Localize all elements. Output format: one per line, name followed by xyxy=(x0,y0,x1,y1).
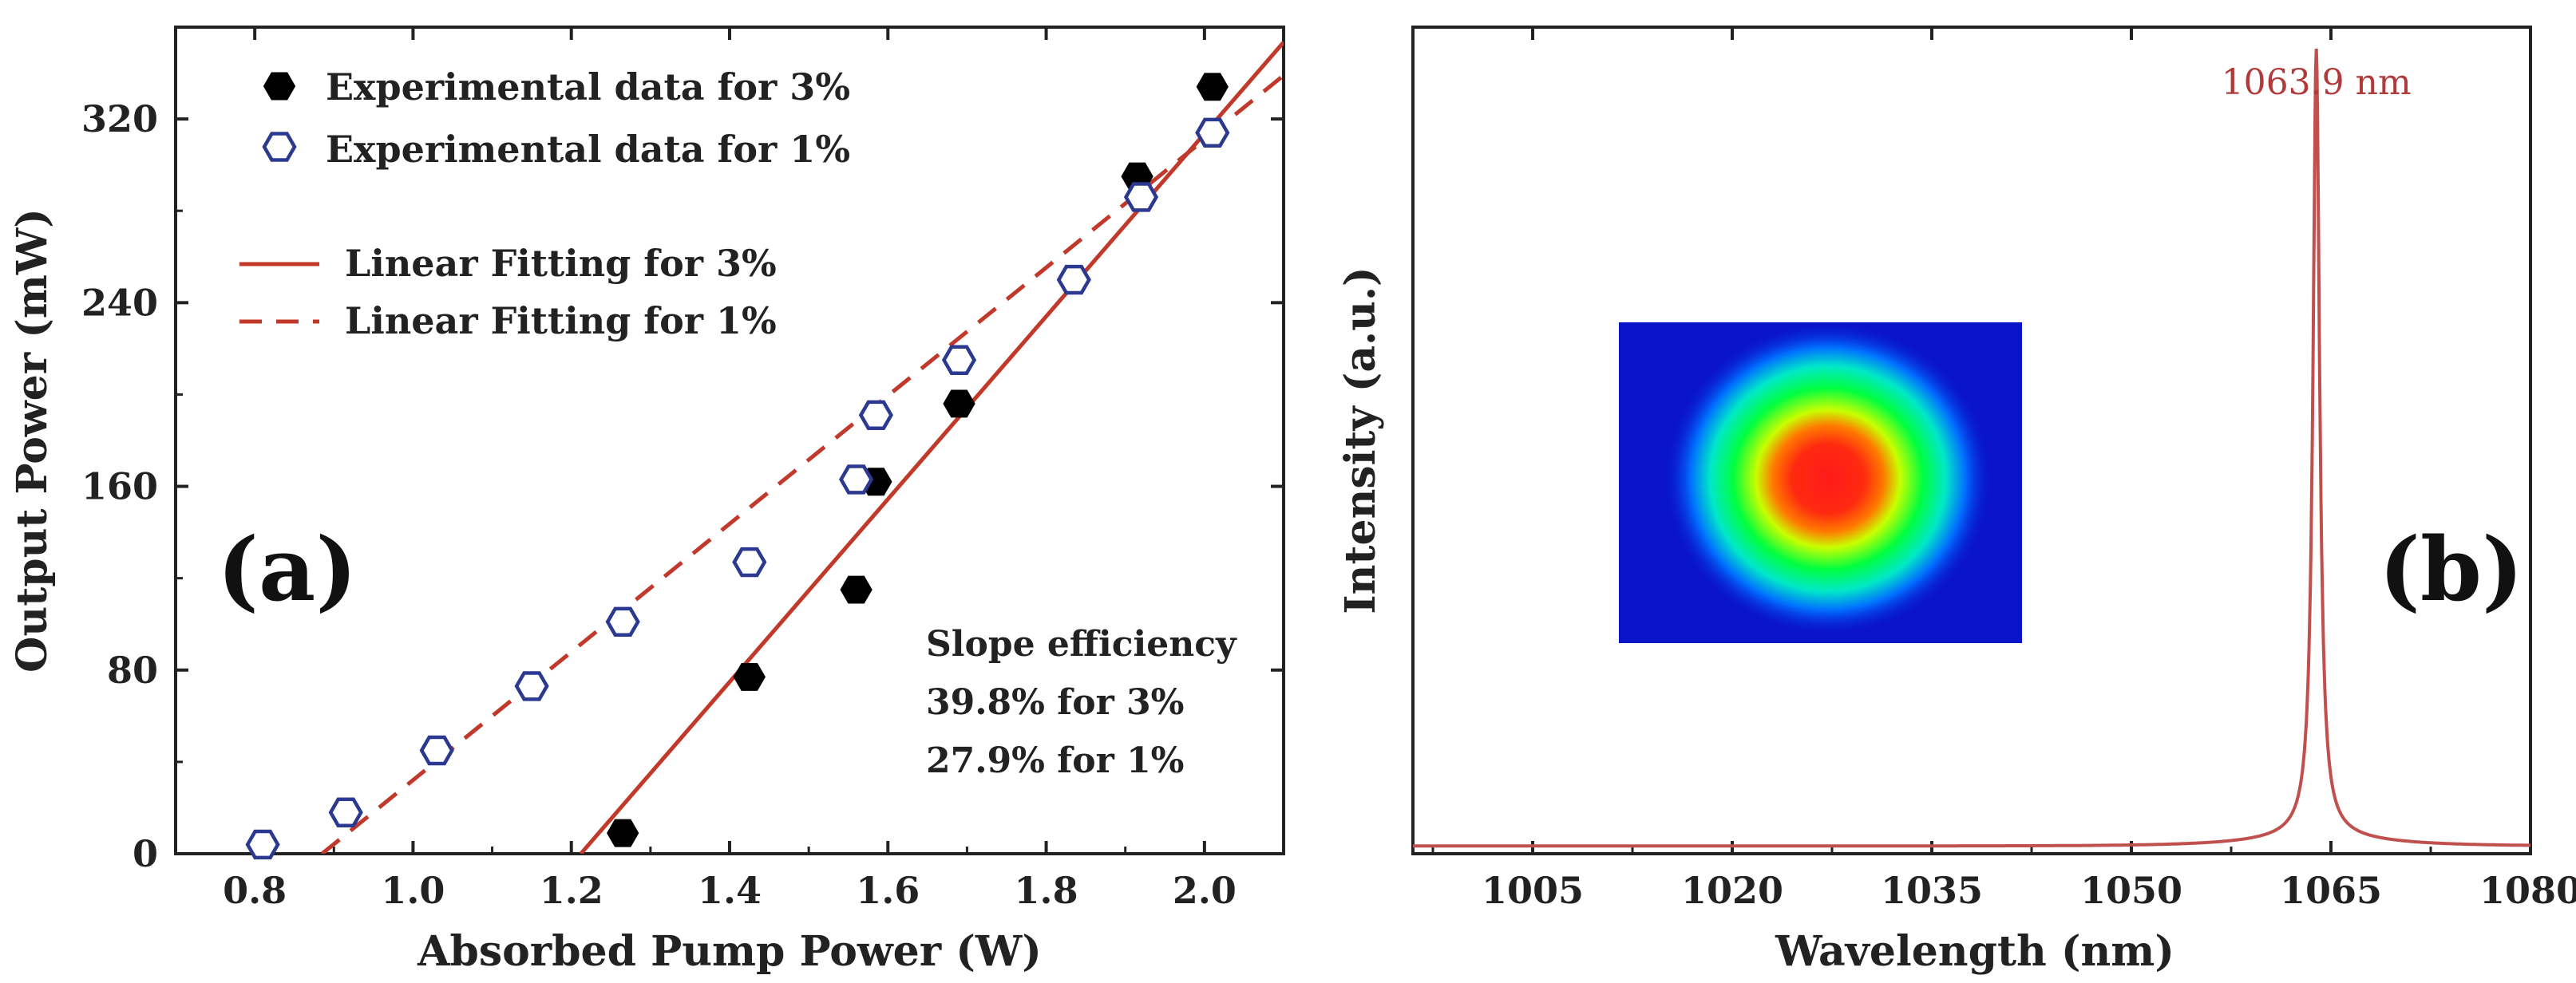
data-point-exp3 xyxy=(943,389,975,418)
data-point-exp1 xyxy=(1056,264,1091,295)
data-point-exp3 xyxy=(840,575,873,604)
y-tick-label: 240 xyxy=(81,281,158,324)
panel-a-data-points xyxy=(245,73,1230,860)
legend-marker-exp3 xyxy=(263,72,296,101)
annotation-line-1pct: 27.9% for 1% xyxy=(926,740,1185,781)
x-tick-label: 1.8 xyxy=(1015,869,1078,912)
spectrum-line xyxy=(1413,49,2530,848)
panel-b-label: (b) xyxy=(2379,518,2523,621)
x-tick-label: 1.2 xyxy=(540,869,603,912)
data-point-exp3 xyxy=(733,663,766,691)
x-tick-label: 1.4 xyxy=(698,869,762,912)
panel-a: 0.8 1.0 1.2 1.4 1.6 1.8 2.0 0 80 160 240 320 Experi… xyxy=(8,26,1285,976)
legend-exp1-label: Experimental data for 1% xyxy=(326,128,850,171)
fit-line-3pct xyxy=(579,41,1284,854)
x-tick-label: 1.6 xyxy=(856,869,920,912)
beam-profile-spot xyxy=(1664,322,1992,635)
panel-b-plot-frame xyxy=(1411,26,2532,855)
legend-fit3-label: Linear Fitting for 3% xyxy=(345,242,777,285)
data-point-exp1 xyxy=(605,606,640,638)
y-tick-label: 80 xyxy=(107,649,158,692)
legend-marker-exp1 xyxy=(262,132,297,162)
panel-a-ticks: 0.8 1.0 1.2 1.4 1.6 1.8 2.0 0 80 160 240 320 xyxy=(81,27,1285,912)
data-point-exp1 xyxy=(858,400,893,431)
data-point-exp1 xyxy=(941,345,977,375)
data-point-exp1 xyxy=(328,797,363,827)
legend-exp3-label: Experimental data for 3% xyxy=(326,65,850,109)
data-point-exp3 xyxy=(1196,73,1229,101)
x-tick-label: 1050 xyxy=(2080,869,2182,912)
legend-hexagon-filled xyxy=(263,72,296,101)
x-tick-label: 1005 xyxy=(1482,869,1584,912)
data-point-exp1 xyxy=(732,547,767,578)
x-tick-label: 1080 xyxy=(2479,869,2576,912)
x-tick-label: 1065 xyxy=(2280,869,2382,912)
fit-line-1pct xyxy=(320,73,1284,854)
panel-a-y-axis-title: Output Power (mW) xyxy=(8,208,57,673)
panel-b: 1005 1020 1035 1050 1065 1080 1063.9 nm (b) W… xyxy=(1336,26,2576,976)
y-tick-label: 0 xyxy=(133,832,158,875)
y-tick-label: 160 xyxy=(81,465,158,508)
panel-a-legend: Experimental data for 3% Experimental da… xyxy=(239,65,850,342)
data-point-exp1 xyxy=(419,735,454,766)
legend-hexagon-open xyxy=(262,132,297,162)
panel-a-label: (a) xyxy=(217,518,357,621)
slope-efficiency-annotation: Slope efficiency 39.8% for 3% 27.9% for … xyxy=(926,624,1237,781)
panel-a-fit-lines xyxy=(320,41,1284,854)
peak-wavelength-label: 1063.9 nm xyxy=(2222,62,2412,103)
data-point-exp1 xyxy=(1195,117,1230,148)
data-point-exp3 xyxy=(607,819,639,847)
panel-a-x-axis-title: Absorbed Pump Power (W) xyxy=(417,927,1042,976)
annotation-line-3pct: 39.8% for 3% xyxy=(926,682,1185,723)
x-tick-label: 1020 xyxy=(1681,869,1783,912)
data-point-exp1 xyxy=(1123,182,1159,212)
panel-b-x-axis-title: Wavelength (nm) xyxy=(1775,927,2174,976)
x-tick-label: 0.8 xyxy=(223,869,287,912)
data-point-exp1 xyxy=(245,829,280,860)
annotation-title: Slope efficiency xyxy=(926,624,1237,665)
beam-profile-inset xyxy=(1619,322,2022,643)
panel-b-ticks: 1005 1020 1035 1050 1065 1080 xyxy=(1431,27,2576,912)
x-tick-label: 1035 xyxy=(1881,869,1983,912)
x-tick-label: 2.0 xyxy=(1173,869,1237,912)
panel-b-y-axis-title: Intensity (a.u.) xyxy=(1336,266,1385,614)
x-tick-label: 1.0 xyxy=(381,869,445,912)
y-tick-label: 320 xyxy=(81,97,158,140)
legend-fit1-label: Linear Fitting for 1% xyxy=(345,299,777,342)
data-point-exp1 xyxy=(514,671,549,701)
data-point-exp1 xyxy=(839,464,874,495)
